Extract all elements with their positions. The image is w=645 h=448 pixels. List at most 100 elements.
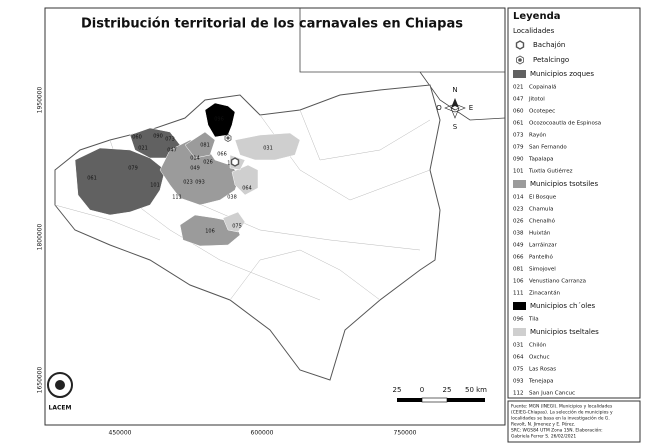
legend-title: Leyenda: [513, 11, 560, 22]
legend-name: Jitotol: [528, 97, 545, 103]
legend-code: 026: [513, 219, 524, 225]
legend-name: Copainalá: [529, 84, 556, 91]
legend-code: 038: [513, 231, 524, 237]
legend-heading: Municipios ch´oles: [530, 302, 596, 310]
scale-segment: [447, 398, 485, 402]
legend-heading: Municipios tseltales: [530, 328, 599, 336]
legend-name: Tenejapa: [528, 379, 553, 385]
locality-marker: [230, 157, 240, 167]
legend-code: 111: [513, 291, 524, 297]
arrow-south: [450, 107, 460, 119]
source-line: Revolt, N. Jimenez y E. Pérez.: [511, 421, 575, 428]
legend-box: [507, 7, 641, 399]
south-label: S: [453, 123, 458, 131]
municipality-code: 023: [183, 180, 193, 186]
legend-code: 096: [513, 317, 524, 323]
legend-item: Bachajón: [533, 41, 565, 49]
map-title: Distribución territorial de los carnaval…: [81, 17, 463, 32]
legend-name: Zinacantán: [529, 290, 561, 297]
north-label: N: [452, 86, 457, 94]
source-line: Gabriela Ferrer S. 26/02/2021: [511, 434, 576, 440]
municipality-shape: [204, 102, 236, 138]
locality-dot: [518, 58, 522, 62]
legend-code: 090: [513, 157, 524, 163]
legend-name: Ocozocoautla de Espinosa: [529, 121, 601, 127]
municipality-code: 031: [263, 146, 273, 152]
east-label: E: [469, 104, 473, 112]
legend-heading: Municipios zoques: [530, 70, 594, 78]
legend-item: Petalcingo: [533, 56, 569, 64]
legend-code: 014: [513, 195, 524, 201]
legend-code: 112: [513, 391, 524, 397]
y-coord-label: 1800000: [37, 223, 44, 250]
legend-code: 081: [513, 267, 524, 273]
legend-name: Larráinzar: [529, 242, 558, 249]
arrow-cross: [444, 103, 466, 113]
legend-name: Chamula: [529, 207, 553, 213]
source-line: (CEIEG-Chiapas). La selección de municip…: [511, 409, 613, 416]
legend-name: Oxchuc: [529, 355, 550, 361]
x-coord-label: 450000: [109, 430, 132, 437]
legend-name: Huixtán: [529, 230, 551, 237]
municipality-code: 021: [138, 146, 148, 152]
legend-code: 047: [513, 97, 524, 103]
source-line: Fuente: MGN (INEGI). Municipios y locali…: [511, 404, 613, 410]
municipality-shape: [222, 211, 246, 233]
legend-name: Rayón: [529, 132, 547, 139]
municipality-code: 093: [195, 180, 205, 186]
municipality-shape: [74, 147, 166, 216]
locality-dot: [226, 136, 230, 140]
logo: [47, 372, 73, 398]
source-box: [507, 400, 641, 443]
legend-swatch: [513, 328, 526, 336]
legend-swatch: [513, 302, 526, 310]
y-coord-label: 1650000: [37, 366, 44, 393]
legend-swatch: [513, 180, 526, 188]
municipality-shape: [184, 131, 216, 159]
west-label: O: [436, 104, 442, 112]
legend-name: Tapalapa: [528, 157, 553, 163]
scale-bar: [397, 397, 485, 403]
municipality-shape: [234, 132, 301, 161]
scale-label: 0: [420, 386, 424, 394]
x-coord-label: 600000: [251, 430, 274, 437]
legend-name: Pantelhó: [529, 254, 553, 261]
municipality-code: 064: [242, 186, 252, 192]
source-line: localidades se basa en la investigación …: [511, 415, 610, 422]
municipality-code: 014: [190, 156, 200, 162]
border-line: [299, 8, 505, 73]
scale-segment: [397, 398, 422, 402]
legend-name: Chilón: [529, 342, 547, 349]
municipality-code: 060: [132, 135, 142, 141]
arrow-north: [451, 98, 459, 108]
municipality-code: 075: [232, 224, 242, 230]
legend-name: San Juan Cancuc: [529, 391, 575, 397]
legend-name: San Fernando: [529, 145, 567, 151]
y-coord-label: 1950000: [37, 86, 44, 113]
north-arrow: [444, 98, 466, 119]
logo-center: [55, 380, 65, 390]
municipality-code: 047: [167, 148, 177, 154]
municipality-code: 066: [217, 152, 227, 158]
logo-text: LACEM: [49, 405, 72, 412]
legend-heading: Localidades: [513, 27, 555, 35]
legend-code: 075: [513, 367, 524, 373]
legend-code: 023: [513, 207, 524, 213]
scale-label: 25: [443, 386, 452, 394]
municipality-code: 061: [87, 176, 97, 182]
scale-label: 25: [393, 386, 402, 394]
scale-label: 50 km: [465, 386, 487, 394]
municipality-code: 106: [205, 229, 215, 235]
locality-marker: [515, 40, 525, 50]
legend-heading: Municipios tsotsiles: [530, 180, 598, 188]
municipality-code: 090: [153, 134, 163, 140]
legend-code: 061: [513, 121, 524, 127]
municipality-code: 111: [172, 195, 182, 201]
legend-name: Simojovel: [529, 267, 556, 273]
legend-code: 031: [513, 343, 524, 349]
municipality-code: 049: [190, 166, 200, 172]
municipality-code: 081: [200, 143, 210, 149]
legend-code: 021: [513, 85, 524, 91]
municipality-code: 079: [128, 166, 138, 172]
legend-name: Venustiano Carranza: [529, 279, 586, 285]
